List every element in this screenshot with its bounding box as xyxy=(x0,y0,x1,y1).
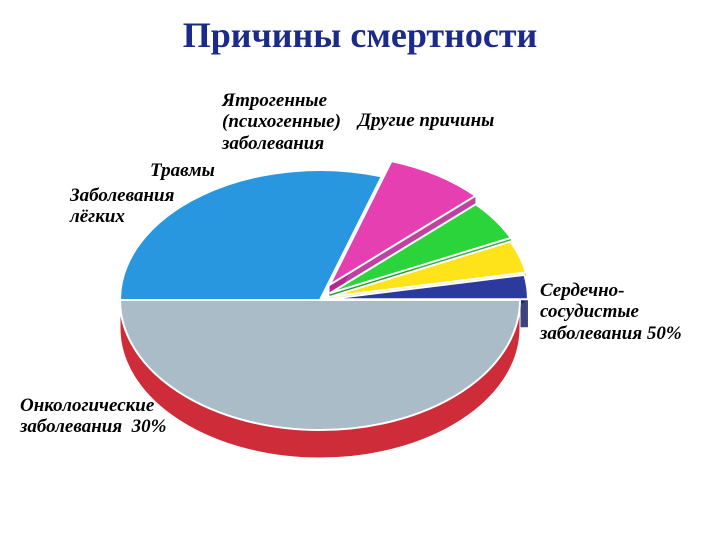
label-lungs: Заболевания лёгких xyxy=(70,185,174,228)
label-trauma: Травмы xyxy=(150,160,215,181)
pie-chart xyxy=(0,0,720,540)
label-cardio: Сердечно- сосудистые заболевания 50% xyxy=(540,280,682,344)
label-iatro: Ятрогенные (психогенные) заболевания xyxy=(222,90,341,154)
chart-stage: Причины смертности Ятрогенные (психогенн… xyxy=(0,0,720,540)
label-other: Другие причины xyxy=(358,110,494,131)
label-onco: Онкологические заболевания 30% xyxy=(20,395,166,438)
